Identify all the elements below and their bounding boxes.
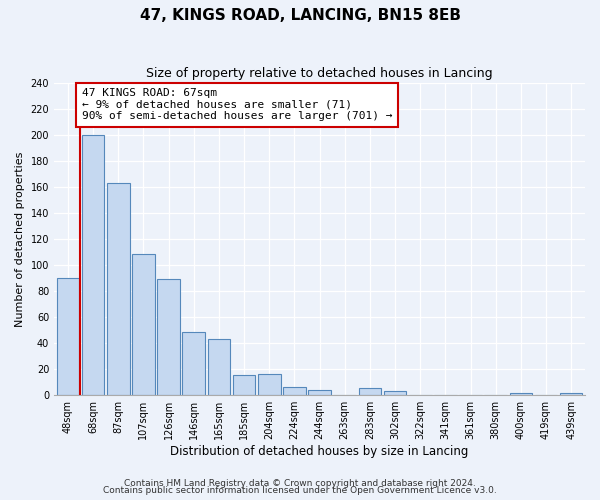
Bar: [82, 135, 104, 394]
Bar: [182, 332, 205, 394]
Text: Contains HM Land Registry data © Crown copyright and database right 2024.: Contains HM Land Registry data © Crown c…: [124, 478, 476, 488]
Bar: [359, 388, 381, 394]
Bar: [107, 183, 130, 394]
Text: Contains public sector information licensed under the Open Government Licence v3: Contains public sector information licen…: [103, 486, 497, 495]
Bar: [258, 374, 281, 394]
Bar: [208, 339, 230, 394]
Bar: [157, 279, 180, 394]
Text: 47 KINGS ROAD: 67sqm
← 9% of detached houses are smaller (71)
90% of semi-detach: 47 KINGS ROAD: 67sqm ← 9% of detached ho…: [82, 88, 392, 122]
Bar: [283, 387, 305, 394]
Bar: [233, 375, 256, 394]
Y-axis label: Number of detached properties: Number of detached properties: [15, 151, 25, 326]
Bar: [56, 278, 79, 394]
Title: Size of property relative to detached houses in Lancing: Size of property relative to detached ho…: [146, 68, 493, 80]
Bar: [308, 390, 331, 394]
Bar: [132, 254, 155, 394]
Bar: [383, 391, 406, 394]
X-axis label: Distribution of detached houses by size in Lancing: Distribution of detached houses by size …: [170, 444, 469, 458]
Text: 47, KINGS ROAD, LANCING, BN15 8EB: 47, KINGS ROAD, LANCING, BN15 8EB: [139, 8, 461, 22]
